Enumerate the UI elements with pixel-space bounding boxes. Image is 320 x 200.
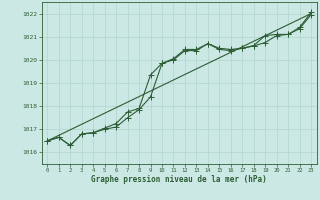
X-axis label: Graphe pression niveau de la mer (hPa): Graphe pression niveau de la mer (hPa): [91, 175, 267, 184]
